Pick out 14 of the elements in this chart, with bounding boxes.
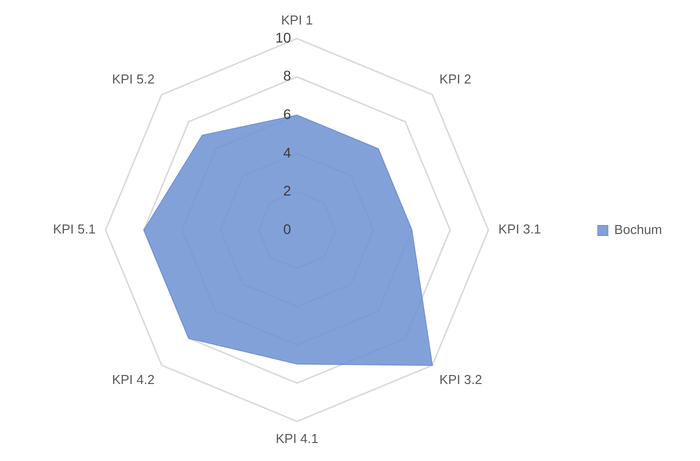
y-tick-label: 2	[283, 182, 292, 199]
spoke-label: KPI 2	[439, 71, 472, 86]
spoke-label: KPI 3.2	[439, 372, 482, 387]
y-tick-label: 10	[275, 29, 292, 46]
spoke-label: KPI 5.1	[52, 222, 96, 237]
spoke-label: KPI 1	[281, 12, 313, 28]
spoke-label: KPI 4.2	[112, 372, 155, 387]
spoke-label: KPI 5.2	[112, 71, 155, 86]
spoke-label: KPI 3.1	[498, 222, 542, 237]
spoke-label: KPI 4.1	[276, 430, 318, 446]
y-tick-label: 4	[283, 144, 292, 160]
y-tick-label: 8	[283, 68, 292, 84]
y-tick-label: 0	[283, 220, 292, 237]
legend-label: Bochum	[614, 222, 662, 238]
